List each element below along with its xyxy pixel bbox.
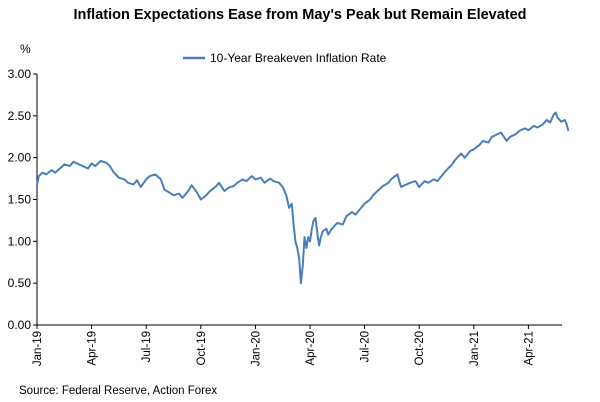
chart-title: Inflation Expectations Ease from May's P… — [73, 7, 527, 23]
y-tick-label: 0.00 — [8, 318, 32, 332]
y-tick-label: 0.50 — [8, 276, 32, 290]
y-axis-unit: % — [20, 42, 31, 56]
x-tick-label: Jul-19 — [141, 331, 153, 362]
y-tick-label: 3.00 — [8, 67, 32, 81]
series-line-0 — [36, 111, 570, 285]
y-tick-label: 2.50 — [8, 109, 32, 123]
source-note: Source: Federal Reserve, Action Forex — [19, 385, 218, 397]
x-tick-label: Oct-19 — [196, 331, 208, 366]
x-tick-label: Apr-21 — [523, 331, 535, 366]
y-tick-label: 2.00 — [8, 151, 32, 165]
x-tick-label: Jan-21 — [469, 331, 481, 366]
y-tick-label: 1.50 — [8, 193, 32, 207]
x-tick-label: Apr-19 — [87, 331, 99, 366]
legend: 10-Year Breakeven Inflation Rate — [183, 51, 387, 65]
y-tick-label: 1.00 — [8, 234, 32, 248]
x-tick-label: Oct-20 — [414, 331, 426, 366]
x-tick-label: Jan-19 — [32, 331, 44, 366]
legend-label: 10-Year Breakeven Inflation Rate — [210, 51, 387, 65]
x-tick-label: Apr-20 — [305, 331, 317, 366]
x-tick-label: Jan-20 — [250, 331, 262, 366]
x-tick-label: Jul-20 — [360, 331, 372, 362]
